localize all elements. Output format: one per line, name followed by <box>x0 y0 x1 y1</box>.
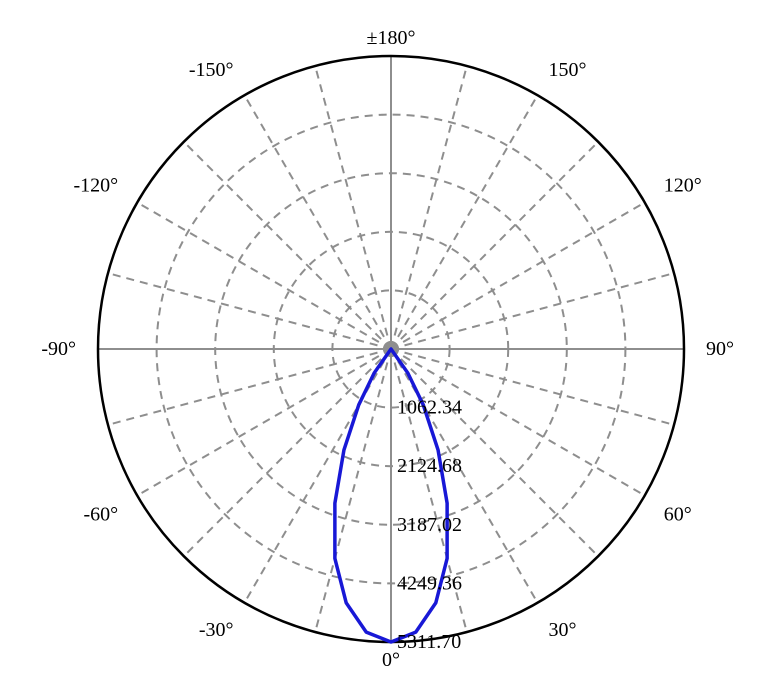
polar-chart-container: 1062.34 2124.68 3187.02 4249.36 5311.70 ±180°… <box>0 0 783 699</box>
grid-spoke <box>184 349 391 556</box>
grid-spoke <box>108 273 391 349</box>
polar-chart-svg: 1062.34 2124.68 3187.02 4249.36 5311.70 ±180°… <box>0 0 783 699</box>
angle-label: -150° <box>189 59 234 81</box>
radial-label: 2124.68 <box>397 455 462 477</box>
radial-label: 4249.36 <box>397 572 462 594</box>
radial-label: 1062.34 <box>397 397 462 419</box>
grid-spoke <box>137 203 391 350</box>
angle-label: 30° <box>549 619 577 641</box>
angle-label: ±180° <box>367 27 416 49</box>
grid-spoke <box>184 142 391 349</box>
grid-spoke <box>391 95 538 349</box>
radial-label: 3187.02 <box>397 514 462 536</box>
grid-spoke <box>391 203 645 350</box>
radial-label: 5311.70 <box>397 631 461 653</box>
grid-spoke <box>315 349 391 632</box>
angle-label: -60° <box>84 504 119 526</box>
angle-label: 150° <box>549 59 587 81</box>
grid-spoke <box>108 349 391 425</box>
grid-spoke <box>391 66 467 349</box>
angle-label: 120° <box>664 175 702 197</box>
grid-spoke <box>245 95 392 349</box>
grid-spoke <box>391 273 674 349</box>
angle-label: -30° <box>199 619 234 641</box>
angle-label: 60° <box>664 504 692 526</box>
grid-spoke <box>391 142 598 349</box>
angle-label: -90° <box>41 338 76 360</box>
angle-label: 0° <box>382 649 400 671</box>
grid-spoke <box>315 66 391 349</box>
angle-label: 90° <box>706 338 734 360</box>
angle-label: -120° <box>74 175 119 197</box>
